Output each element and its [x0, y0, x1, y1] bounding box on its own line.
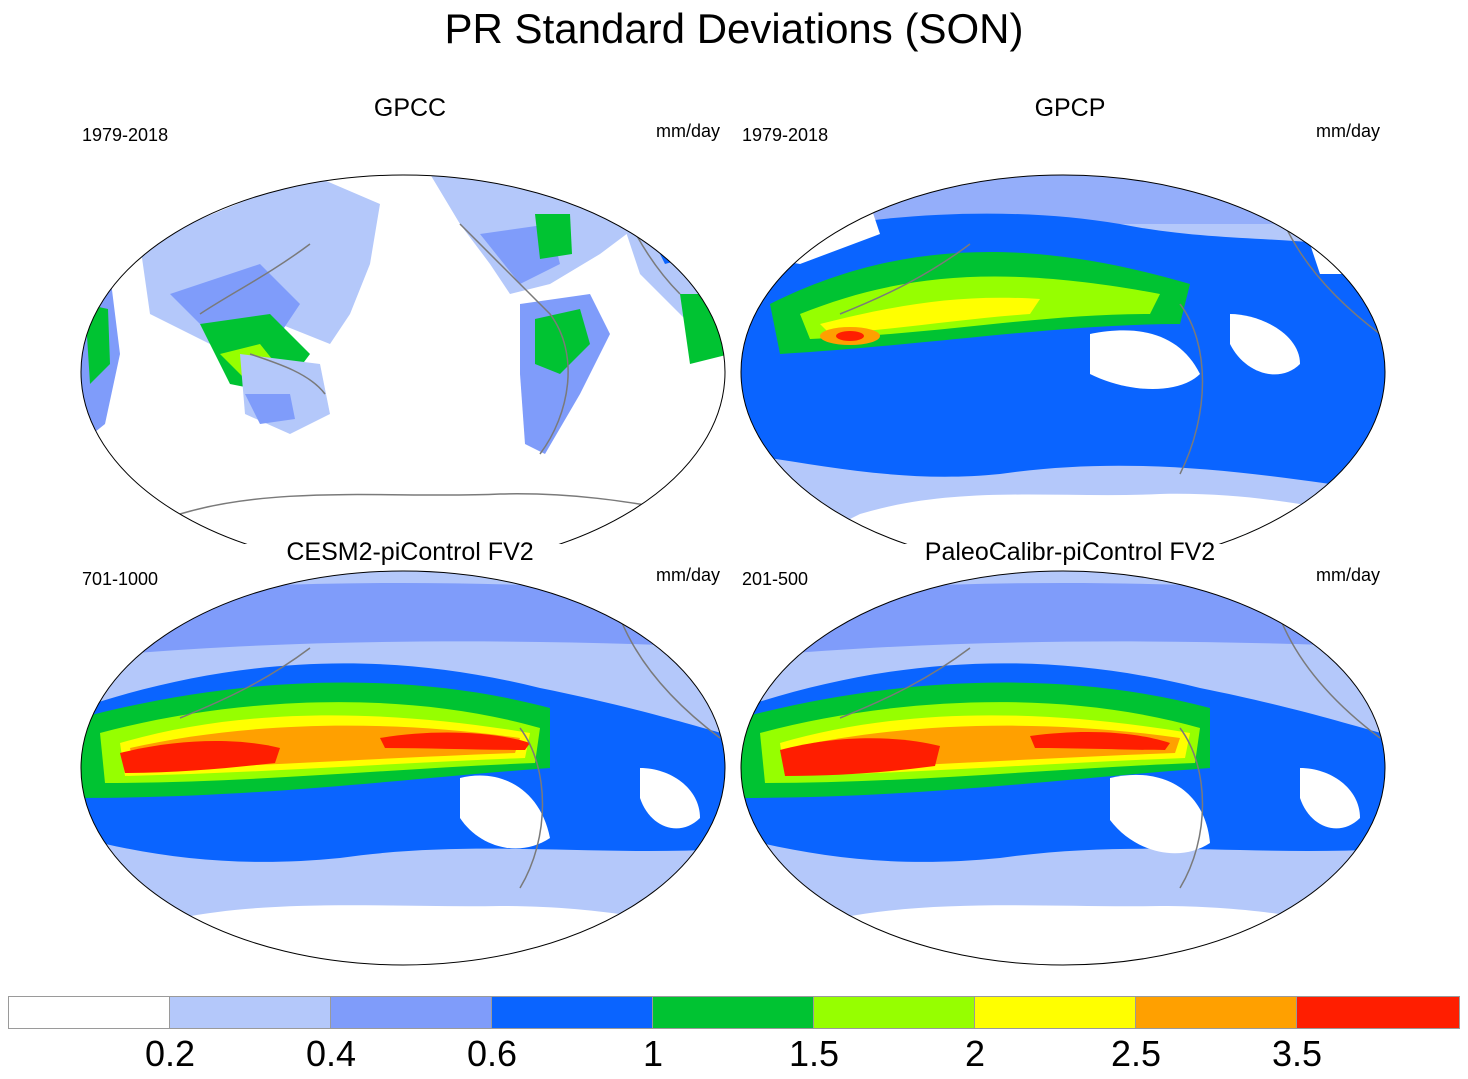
colorbar-box-4	[652, 996, 814, 1029]
map-border	[740, 570, 1386, 966]
map-border	[80, 570, 726, 966]
map-paleocalibr	[740, 570, 1386, 966]
colorbar-box-6	[974, 996, 1136, 1029]
colorbar-tick-label: 2.5	[1110, 1033, 1162, 1074]
colorbar	[8, 996, 1460, 1031]
units-label: mm/day	[1315, 565, 1380, 585]
map-cesm2	[80, 570, 726, 966]
antarctic-zone	[741, 905, 1385, 965]
antarctica-coast	[179, 493, 701, 515]
antarctic-zone	[741, 493, 1385, 544]
se-pacific-dry-zone	[1090, 330, 1200, 389]
map-gpcc	[80, 174, 726, 544]
colorbar-box-0	[8, 996, 170, 1029]
se-pacific-dry-zone	[1110, 774, 1210, 854]
pacific-itcz-max	[380, 732, 530, 750]
map-panel-gpcc: GPCC	[80, 94, 740, 544]
colorbar-tick-label: 3.5	[1271, 1033, 1323, 1074]
colorbar-tick-label: 1.5	[788, 1033, 840, 1074]
panel-title: CESM2-piControl FV2	[286, 538, 534, 566]
colorbar-tick-label: 0.2	[144, 1033, 196, 1074]
colorbar-box-3	[491, 996, 653, 1029]
map-panel-gpcp: GPCP 1979-2018 mm/day	[740, 94, 1400, 544]
period-label: 201-500	[742, 569, 809, 589]
coastlines	[179, 617, 721, 889]
indo-pacific-max	[820, 297, 1040, 334]
colorbar-tick-label: 2	[964, 1033, 986, 1074]
north-america-east	[535, 214, 572, 259]
colorbar-box-8	[1296, 996, 1460, 1029]
arctic-band	[741, 175, 1385, 224]
africa-tropics	[85, 304, 110, 384]
colorbar-tick-label: 0.6	[466, 1033, 518, 1074]
units-label: mm/day	[655, 121, 720, 141]
map-border	[80, 174, 726, 544]
coastlines	[839, 617, 1381, 889]
units-label: mm/day	[655, 565, 720, 585]
colorbar-box-2	[330, 996, 492, 1029]
period-label: 1979-2018	[82, 125, 169, 145]
period-label: 1979-2018	[742, 125, 829, 145]
colorbar-box-1	[169, 996, 331, 1029]
period-label: 701-1000	[82, 569, 159, 589]
colorbar-box-5	[813, 996, 975, 1029]
map-panel-paleocalibr: PaleoCalibr-piControl FV2 201-500 mm/day	[740, 538, 1400, 988]
map-border	[740, 174, 1386, 544]
map-background	[81, 175, 725, 544]
se-pacific-dry-zone	[460, 775, 550, 849]
australia-east	[245, 394, 295, 424]
map-panel-cesm2: CESM2-piControl FV2 701-1000 mm/day	[80, 538, 740, 988]
panel-title: GPCC	[373, 94, 447, 122]
antarctic-zone	[81, 905, 725, 965]
panel-title: GPCP	[1034, 94, 1106, 122]
se-atlantic-dry-zone	[1300, 768, 1360, 829]
se-atlantic-dry-zone	[1230, 314, 1300, 375]
amazon-basin	[535, 309, 590, 374]
coastlines	[199, 175, 681, 455]
units-label: mm/day	[1315, 121, 1380, 141]
colorbar-tick-label: 1	[642, 1033, 664, 1074]
indian-ocean-max	[780, 738, 940, 776]
se-atlantic-dry-zone	[640, 768, 700, 829]
map-gpcp	[740, 174, 1386, 544]
indian-ocean-max	[120, 741, 280, 773]
pacific-itcz-max	[1030, 732, 1170, 750]
colorbar-tick-label: 0.4	[305, 1033, 357, 1074]
figure-title: PR Standard Deviations (SON)	[444, 5, 1024, 52]
colorbar-box-7	[1135, 996, 1297, 1029]
indian-ocean-core	[836, 331, 864, 341]
panel-title: PaleoCalibr-piControl FV2	[924, 538, 1216, 566]
tropical-band	[741, 213, 1385, 494]
